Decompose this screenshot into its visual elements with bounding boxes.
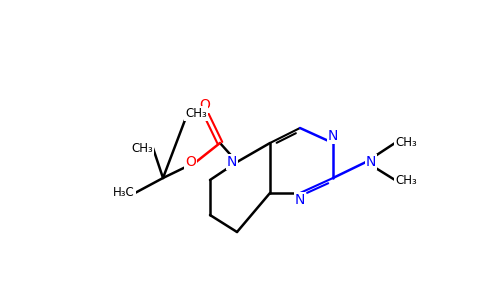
Text: O: O <box>199 98 211 112</box>
Text: CH₃: CH₃ <box>185 107 207 120</box>
Text: N: N <box>227 155 237 169</box>
Text: O: O <box>185 155 196 169</box>
Text: N: N <box>366 155 377 169</box>
Text: CH₃: CH₃ <box>395 173 417 187</box>
Text: CH₃: CH₃ <box>395 136 417 149</box>
Text: N: N <box>295 193 305 207</box>
Text: CH₃: CH₃ <box>131 142 153 154</box>
Text: N: N <box>328 129 338 143</box>
Text: H₃C: H₃C <box>113 187 135 200</box>
